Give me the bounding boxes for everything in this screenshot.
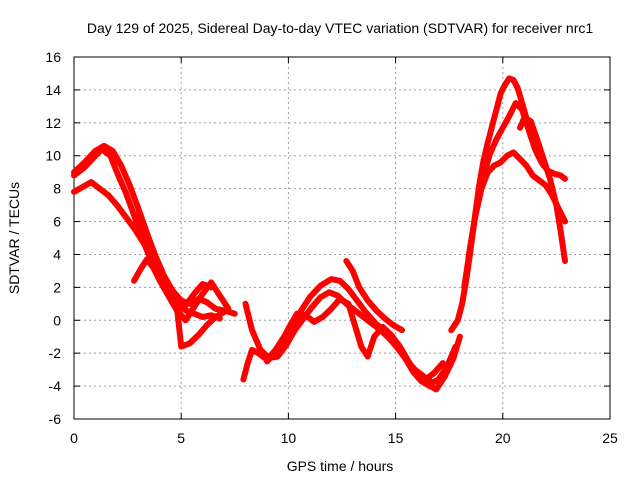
- y-tick-label: 10: [45, 148, 61, 164]
- y-tick-label: 14: [45, 82, 61, 98]
- y-tick-label: 6: [53, 214, 61, 230]
- series-trace-4: [135, 210, 228, 350]
- series-trace-12: [465, 149, 568, 261]
- series-trace-6: [240, 276, 463, 393]
- series-trace-8: [264, 295, 446, 383]
- series-trace-5: [131, 256, 232, 324]
- series-trace-3: [71, 179, 215, 309]
- y-tick-label: 0: [53, 312, 61, 328]
- grid-lines: [74, 57, 610, 419]
- x-tick-label: 25: [602, 430, 618, 446]
- x-tick-label: 0: [70, 430, 78, 446]
- series-trace-13: [517, 114, 568, 264]
- x-tick-label: 10: [281, 430, 297, 446]
- x-tick-label: 5: [177, 430, 185, 446]
- y-tick-label: 12: [45, 115, 61, 131]
- chart-title: Day 129 of 2025, Sidereal Day-to-day VTE…: [87, 20, 593, 36]
- data-series: [71, 75, 568, 393]
- y-tick-label: 2: [53, 279, 61, 295]
- x-tick-label: 20: [495, 430, 511, 446]
- x-axis-label: GPS time / hours: [287, 458, 394, 474]
- y-tick-label: 4: [53, 246, 61, 262]
- series-trace-9: [343, 258, 405, 334]
- plot-frame: [73, 56, 611, 420]
- y-tick-label: -6: [49, 411, 62, 427]
- y-tick-labels: -6 -4 -2 0 2 4 6 8 10 12 14 16: [45, 49, 61, 427]
- y-axis-label: SDTVAR / TECUs: [6, 182, 22, 294]
- axis-ticks: [73, 56, 611, 420]
- y-tick-label: -2: [49, 345, 62, 361]
- series-trace-1: [71, 142, 238, 317]
- y-tick-label: -4: [49, 378, 62, 394]
- x-tick-labels: 0 5 10 15 20 25: [70, 430, 618, 446]
- x-tick-label: 15: [388, 430, 404, 446]
- y-tick-label: 8: [53, 181, 61, 197]
- y-tick-label: 16: [45, 49, 61, 65]
- series-trace-10: [448, 75, 547, 334]
